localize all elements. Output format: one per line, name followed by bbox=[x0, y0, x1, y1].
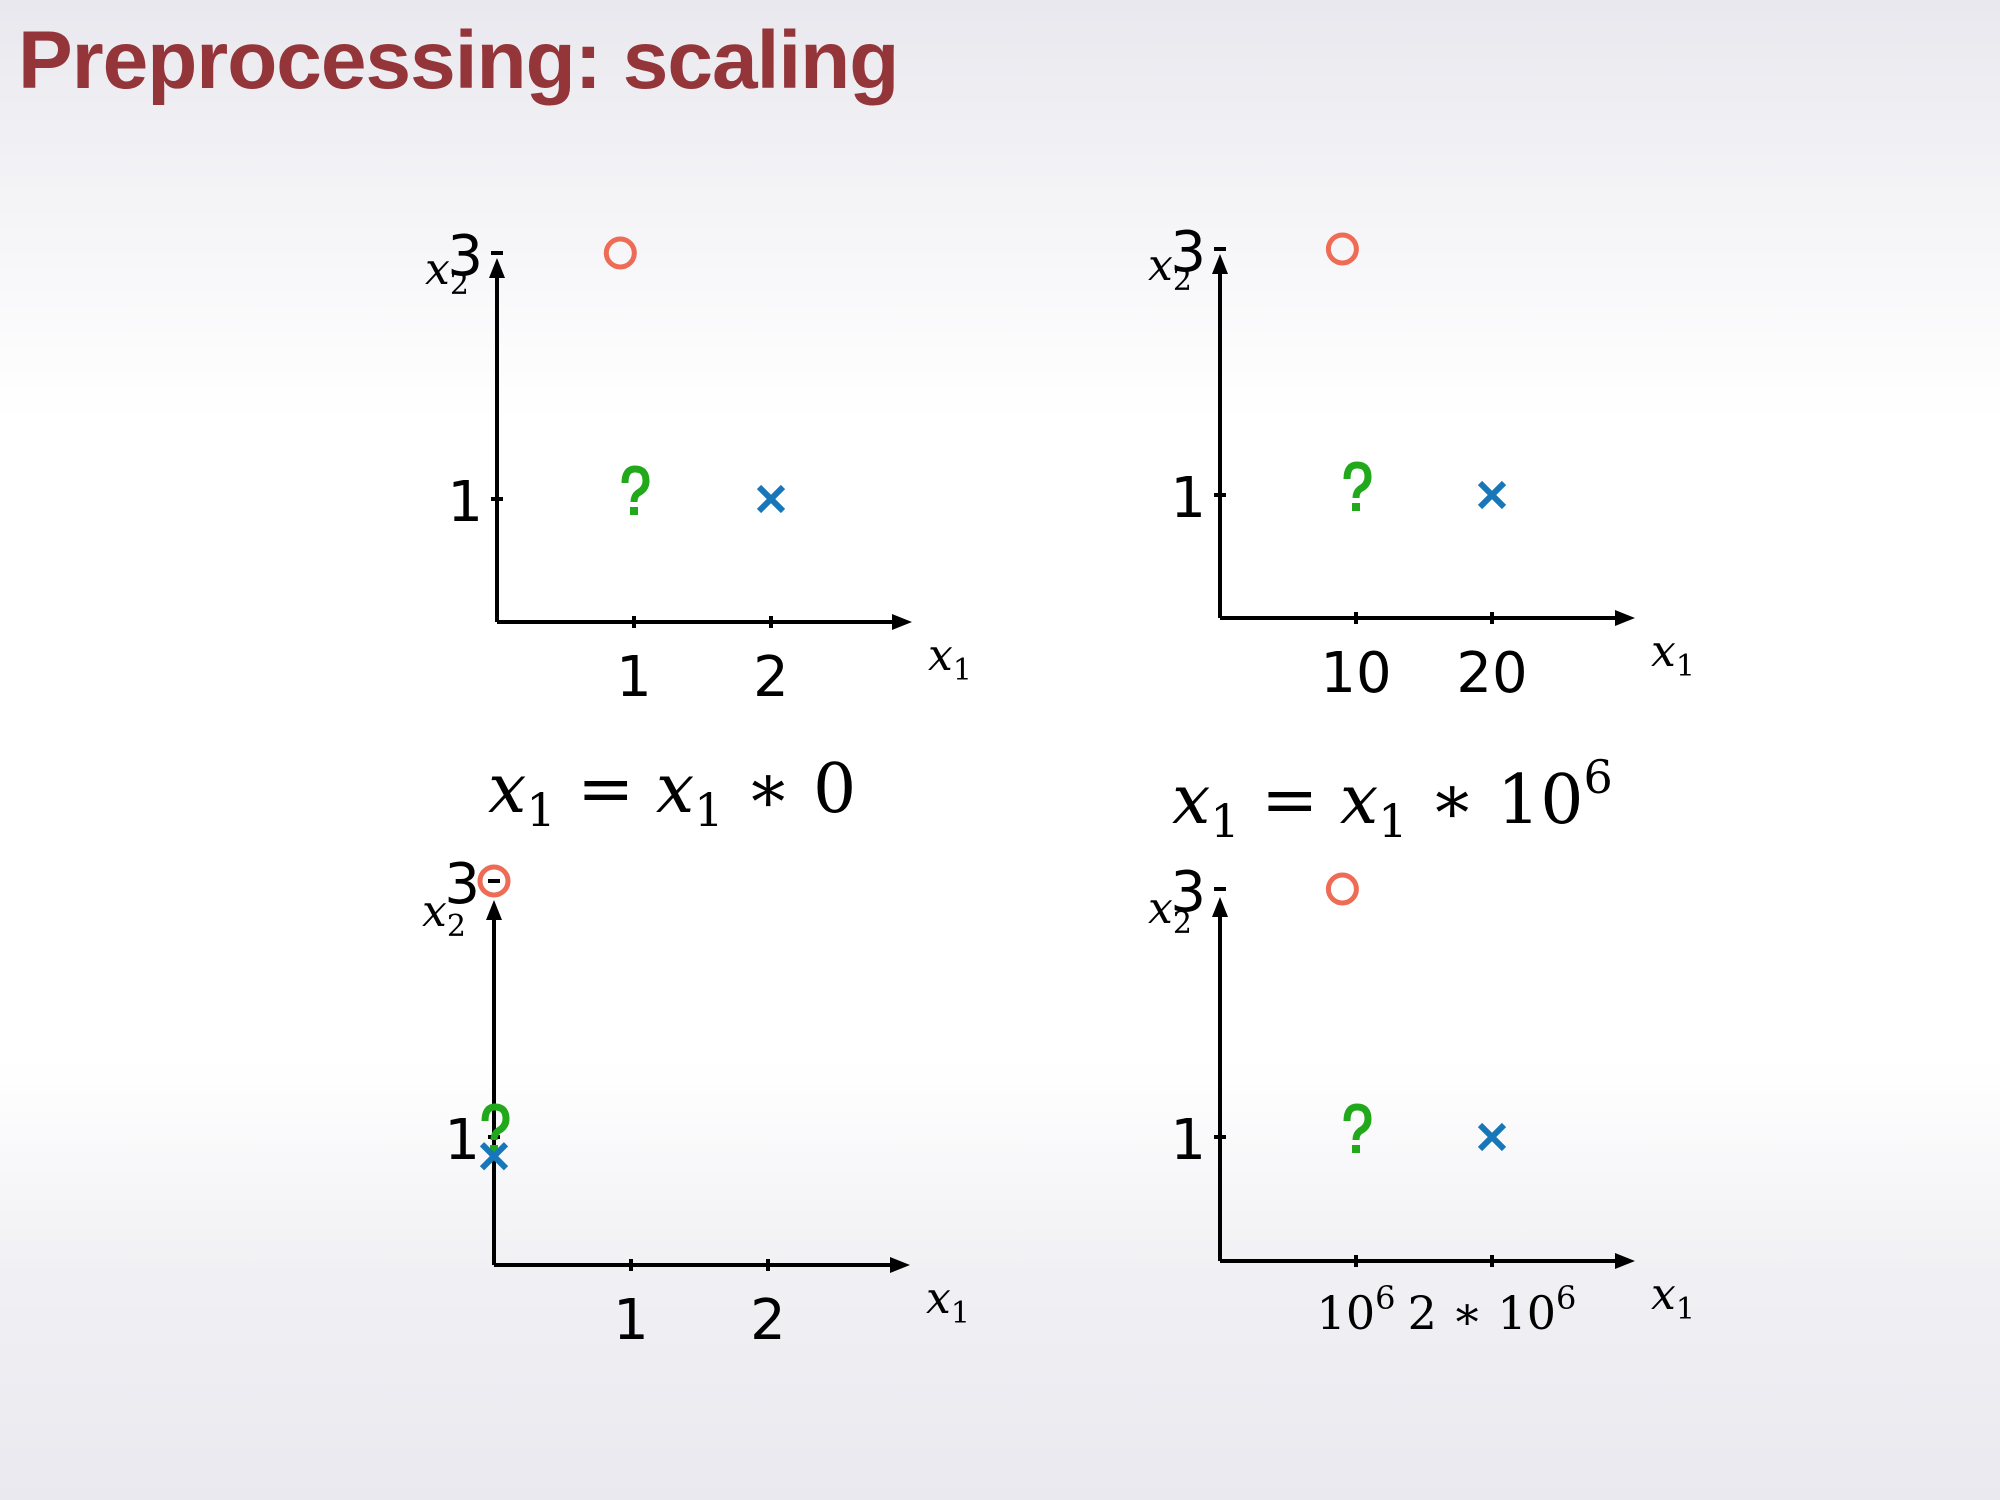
x-axis-label: x1 bbox=[928, 630, 972, 688]
eq-left-lhs: x bbox=[488, 750, 527, 829]
x-axis-label: x1 bbox=[1651, 1269, 1695, 1327]
cross-point bbox=[479, 1142, 509, 1171]
circle-point bbox=[1325, 872, 1359, 906]
x-axis-label: x1 bbox=[1651, 626, 1695, 684]
chart-top-right: x1 x2 10 20 1 3 bbox=[1148, 220, 1695, 706]
eq-right-lhs-sub: 1 bbox=[1210, 794, 1240, 848]
y-axis-arrow-icon bbox=[486, 900, 502, 920]
eq-right-rhs-sub: 1 bbox=[1378, 794, 1408, 848]
x-axis-label: x1 bbox=[926, 1273, 970, 1331]
circle-point bbox=[477, 864, 511, 898]
question-point bbox=[1343, 1103, 1372, 1141]
y-axis-label: x2 bbox=[425, 244, 469, 302]
y-tick-label: 3 bbox=[1170, 860, 1206, 925]
x-axis-arrow-icon bbox=[1615, 610, 1635, 626]
cross-point bbox=[756, 484, 786, 514]
eq-right-tail-sup: 6 bbox=[1583, 750, 1613, 804]
chart-bottom-right: x1 x2 106 2 ∗ 106 1 3 bbox=[1148, 860, 1695, 1340]
y-tick-label: 3 bbox=[444, 852, 480, 917]
question-point-dot bbox=[1352, 503, 1360, 511]
eq-right-rhs: x bbox=[1339, 761, 1379, 840]
equation-scale-million: x1 = x1 ∗ 106 bbox=[1172, 750, 1613, 848]
y-axis-label: x2 bbox=[1148, 240, 1192, 298]
y-tick-label: 1 bbox=[447, 470, 483, 535]
chart-bottom-left: x1 x2 1 2 1 3 bbox=[422, 852, 970, 1353]
chart-top-left: x1 x2 1 2 1 3 bbox=[425, 224, 972, 710]
cross-stroke bbox=[1477, 1122, 1507, 1152]
cross-stroke bbox=[479, 1142, 509, 1171]
y-axis-label: x2 bbox=[422, 886, 466, 944]
x-tick-label: 2 bbox=[750, 1288, 786, 1353]
x-axis-arrow-icon bbox=[1615, 1253, 1635, 1269]
eq-right-tail: ∗ 10 bbox=[1407, 761, 1584, 840]
equation-scale-zero: x1 = x1 ∗ 0 bbox=[488, 750, 856, 837]
cross-stroke bbox=[1477, 480, 1507, 510]
cross-point bbox=[1477, 480, 1507, 510]
y-tick-label: 1 bbox=[444, 1108, 480, 1173]
y-tick-label: 3 bbox=[447, 224, 483, 289]
y-tick-label: 1 bbox=[1170, 466, 1206, 531]
y-axis-label: x2 bbox=[1148, 883, 1192, 941]
x-tick-label: 2 bbox=[753, 645, 789, 710]
eq-left-rhs: x bbox=[655, 750, 695, 829]
eq-left-rhs-sub: 1 bbox=[694, 783, 724, 837]
x-tick-label: 10 bbox=[1320, 641, 1391, 706]
x-tick-label: 20 bbox=[1456, 641, 1527, 706]
circle-point bbox=[1325, 232, 1359, 266]
y-axis-arrow-icon bbox=[1212, 897, 1228, 917]
eq-right-lhs: x bbox=[1172, 761, 1211, 840]
y-axis-arrow-icon bbox=[1212, 254, 1228, 274]
question-point-dot bbox=[1352, 1145, 1360, 1153]
x-axis-arrow-icon bbox=[892, 614, 912, 630]
eq-left-lhs-sub: 1 bbox=[526, 783, 556, 837]
circle-point bbox=[603, 236, 637, 270]
x-tick-label: 2 ∗ 106 bbox=[1408, 1279, 1577, 1340]
x-axis-arrow-icon bbox=[890, 1257, 910, 1273]
cross-stroke bbox=[756, 484, 786, 514]
eq-left-op: = bbox=[555, 750, 656, 829]
question-point bbox=[1343, 461, 1372, 499]
question-point bbox=[481, 1103, 510, 1141]
eq-right-op: = bbox=[1239, 761, 1340, 840]
slide-title: Preprocessing: scaling bbox=[18, 15, 899, 106]
cross-point bbox=[1477, 1122, 1507, 1152]
question-point-dot bbox=[630, 507, 638, 515]
y-axis-arrow-icon bbox=[489, 258, 505, 278]
x-tick-label: 106 bbox=[1317, 1279, 1396, 1340]
y-tick-label: 3 bbox=[1170, 220, 1206, 285]
question-point bbox=[621, 465, 650, 503]
x-tick-label: 1 bbox=[613, 1288, 649, 1353]
question-point-dot bbox=[490, 1145, 498, 1153]
eq-left-tail: ∗ 0 bbox=[723, 750, 857, 829]
y-tick-label: 1 bbox=[1170, 1108, 1206, 1173]
x-tick-label: 1 bbox=[616, 645, 652, 710]
